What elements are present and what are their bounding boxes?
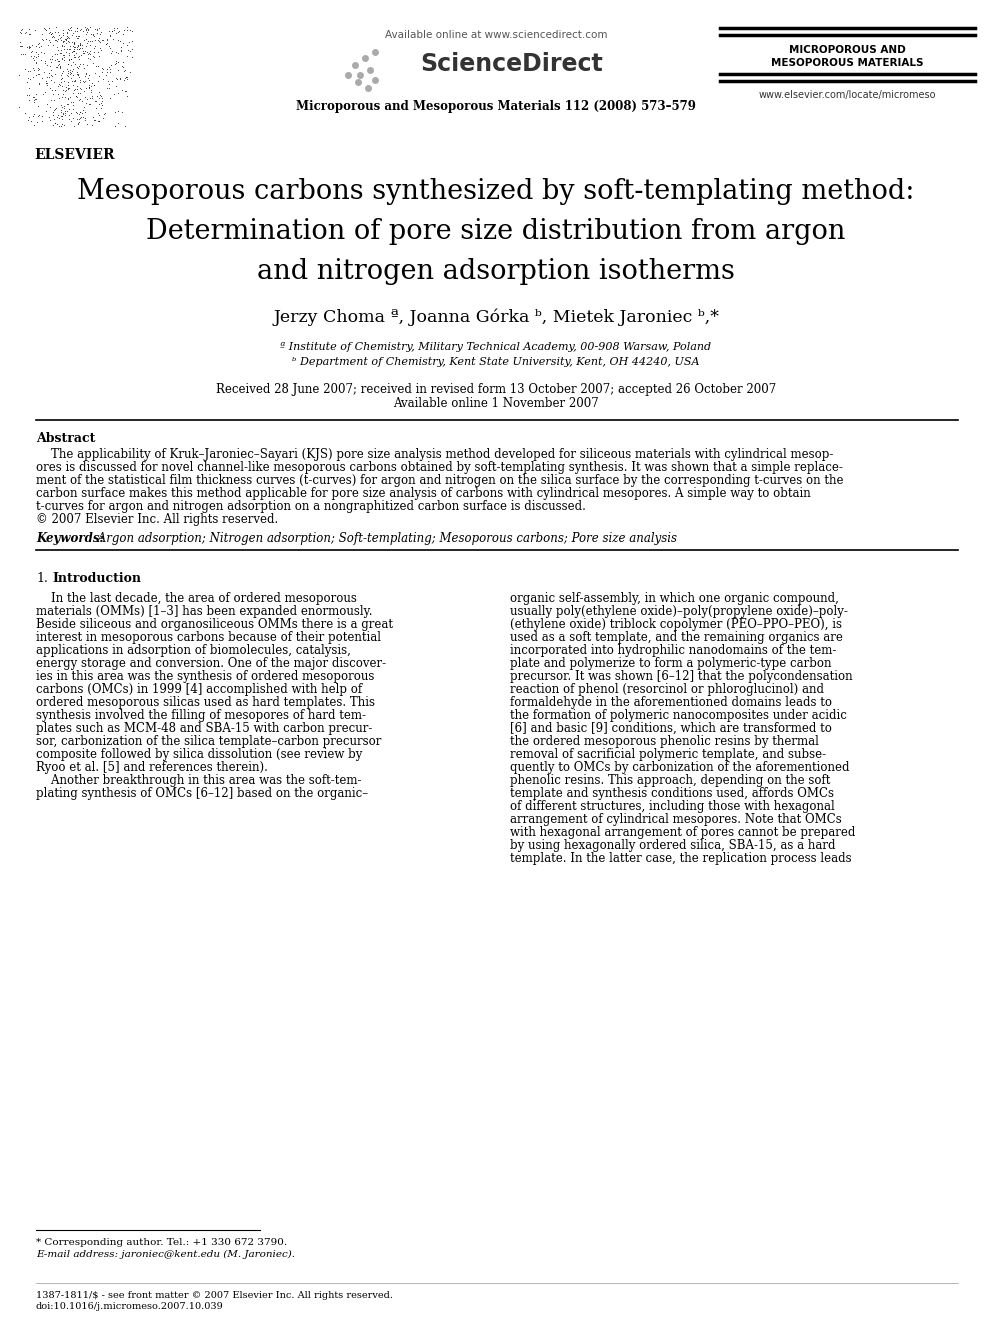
Text: Available online at www.sciencedirect.com: Available online at www.sciencedirect.co… xyxy=(385,30,607,40)
Text: applications in adsorption of biomolecules, catalysis,: applications in adsorption of biomolecul… xyxy=(36,644,351,658)
Text: t-curves for argon and nitrogen adsorption on a nongraphitized carbon surface is: t-curves for argon and nitrogen adsorpti… xyxy=(36,500,586,513)
Text: In the last decade, the area of ordered mesoporous: In the last decade, the area of ordered … xyxy=(36,591,357,605)
Text: E-mail address: jaroniec@kent.edu (M. Jaroniec).: E-mail address: jaroniec@kent.edu (M. Ja… xyxy=(36,1250,295,1259)
Text: MICROPOROUS AND: MICROPOROUS AND xyxy=(789,45,906,56)
Text: 1.: 1. xyxy=(36,572,48,585)
Text: removal of sacrificial polymeric template, and subse-: removal of sacrificial polymeric templat… xyxy=(510,747,826,761)
Text: ordered mesoporous silicas used as hard templates. This: ordered mesoporous silicas used as hard … xyxy=(36,696,375,709)
Text: plates such as MCM-48 and SBA-15 with carbon precur-: plates such as MCM-48 and SBA-15 with ca… xyxy=(36,722,372,736)
Text: Ryoo et al. [5] and references therein).: Ryoo et al. [5] and references therein). xyxy=(36,761,268,774)
Text: Received 28 June 2007; received in revised form 13 October 2007; accepted 26 Oct: Received 28 June 2007; received in revis… xyxy=(216,382,776,396)
Text: Keywords:: Keywords: xyxy=(36,532,108,545)
Text: usually poly(ethylene oxide)–poly(propylene oxide)–poly-: usually poly(ethylene oxide)–poly(propyl… xyxy=(510,605,848,618)
Text: by using hexagonally ordered silica, SBA-15, as a hard: by using hexagonally ordered silica, SBA… xyxy=(510,839,835,852)
Text: Argon adsorption; Nitrogen adsorption; Soft-templating; Mesoporous carbons; Pore: Argon adsorption; Nitrogen adsorption; S… xyxy=(94,532,677,545)
Text: quently to OMCs by carbonization of the aforementioned: quently to OMCs by carbonization of the … xyxy=(510,761,849,774)
Text: Beside siliceous and organosiliceous OMMs there is a great: Beside siliceous and organosiliceous OMM… xyxy=(36,618,393,631)
Text: arrangement of cylindrical mesopores. Note that OMCs: arrangement of cylindrical mesopores. No… xyxy=(510,814,842,826)
Text: composite followed by silica dissolution (see review by: composite followed by silica dissolution… xyxy=(36,747,362,761)
Text: plate and polymerize to form a polymeric-type carbon: plate and polymerize to form a polymeric… xyxy=(510,658,831,669)
Text: MESOPOROUS MATERIALS: MESOPOROUS MATERIALS xyxy=(771,58,924,67)
Text: the formation of polymeric nanocomposites under acidic: the formation of polymeric nanocomposite… xyxy=(510,709,847,722)
Text: energy storage and conversion. One of the major discover-: energy storage and conversion. One of th… xyxy=(36,658,386,669)
Text: Microporous and Mesoporous Materials 112 (2008) 573–579: Microporous and Mesoporous Materials 112… xyxy=(296,101,696,112)
Text: * Corresponding author. Tel.: +1 330 672 3790.: * Corresponding author. Tel.: +1 330 672… xyxy=(36,1238,287,1248)
Text: of different structures, including those with hexagonal: of different structures, including those… xyxy=(510,800,834,814)
Text: with hexagonal arrangement of pores cannot be prepared: with hexagonal arrangement of pores cann… xyxy=(510,826,855,839)
Text: template and synthesis conditions used, affords OMCs: template and synthesis conditions used, … xyxy=(510,787,834,800)
Text: ies in this area was the synthesis of ordered mesoporous: ies in this area was the synthesis of or… xyxy=(36,669,374,683)
Text: (ethylene oxide) triblock copolymer (PEO–PPO–PEO), is: (ethylene oxide) triblock copolymer (PEO… xyxy=(510,618,842,631)
Text: reaction of phenol (resorcinol or phloroglucinol) and: reaction of phenol (resorcinol or phloro… xyxy=(510,683,824,696)
Text: materials (OMMs) [1–3] has been expanded enormously.: materials (OMMs) [1–3] has been expanded… xyxy=(36,605,373,618)
Text: Mesoporous carbons synthesized by soft-templating method:: Mesoporous carbons synthesized by soft-t… xyxy=(77,179,915,205)
Text: ores is discussed for novel channel-like mesoporous carbons obtained by soft-tem: ores is discussed for novel channel-like… xyxy=(36,460,843,474)
Text: Another breakthrough in this area was the soft-tem-: Another breakthrough in this area was th… xyxy=(36,774,361,787)
Text: [6] and basic [9] conditions, which are transformed to: [6] and basic [9] conditions, which are … xyxy=(510,722,832,736)
Text: sor, carbonization of the silica template–carbon precursor: sor, carbonization of the silica templat… xyxy=(36,736,381,747)
Text: ScienceDirect: ScienceDirect xyxy=(420,52,603,75)
Text: The applicability of Kruk–Jaroniec–Sayari (KJS) pore size analysis method develo: The applicability of Kruk–Jaroniec–Sayar… xyxy=(36,448,833,460)
Text: template. In the latter case, the replication process leads: template. In the latter case, the replic… xyxy=(510,852,851,865)
Text: Introduction: Introduction xyxy=(52,572,141,585)
Text: the ordered mesoporous phenolic resins by thermal: the ordered mesoporous phenolic resins b… xyxy=(510,736,818,747)
Text: phenolic resins. This approach, depending on the soft: phenolic resins. This approach, dependin… xyxy=(510,774,830,787)
Text: carbons (OMCs) in 1999 [4] accomplished with help of: carbons (OMCs) in 1999 [4] accomplished … xyxy=(36,683,362,696)
Text: ᵇ Department of Chemistry, Kent State University, Kent, OH 44240, USA: ᵇ Department of Chemistry, Kent State Un… xyxy=(293,357,699,366)
Text: © 2007 Elsevier Inc. All rights reserved.: © 2007 Elsevier Inc. All rights reserved… xyxy=(36,513,278,527)
Text: ment of the statistical film thickness curves (t-curves) for argon and nitrogen : ment of the statistical film thickness c… xyxy=(36,474,843,487)
Text: Jerzy Choma ª, Joanna Górka ᵇ, Mietek Jaroniec ᵇ,*: Jerzy Choma ª, Joanna Górka ᵇ, Mietek Ja… xyxy=(273,308,719,325)
Text: carbon surface makes this method applicable for pore size analysis of carbons wi: carbon surface makes this method applica… xyxy=(36,487,810,500)
Text: plating synthesis of OMCs [6–12] based on the organic–: plating synthesis of OMCs [6–12] based o… xyxy=(36,787,368,800)
Text: precursor. It was shown [6–12] that the polycondensation: precursor. It was shown [6–12] that the … xyxy=(510,669,853,683)
Text: 1387-1811/$ - see front matter © 2007 Elsevier Inc. All rights reserved.: 1387-1811/$ - see front matter © 2007 El… xyxy=(36,1291,393,1301)
Text: www.elsevier.com/locate/micromeso: www.elsevier.com/locate/micromeso xyxy=(758,90,935,101)
Text: doi:10.1016/j.micromeso.2007.10.039: doi:10.1016/j.micromeso.2007.10.039 xyxy=(36,1302,224,1311)
Text: organic self-assembly, in which one organic compound,: organic self-assembly, in which one orga… xyxy=(510,591,839,605)
Text: interest in mesoporous carbons because of their potential: interest in mesoporous carbons because o… xyxy=(36,631,381,644)
Text: Abstract: Abstract xyxy=(36,433,95,445)
Text: formaldehyde in the aforementioned domains leads to: formaldehyde in the aforementioned domai… xyxy=(510,696,832,709)
Text: Available online 1 November 2007: Available online 1 November 2007 xyxy=(393,397,599,410)
Text: and nitrogen adsorption isotherms: and nitrogen adsorption isotherms xyxy=(257,258,735,284)
Text: Determination of pore size distribution from argon: Determination of pore size distribution … xyxy=(146,218,846,245)
Text: used as a soft template, and the remaining organics are: used as a soft template, and the remaini… xyxy=(510,631,843,644)
Text: synthesis involved the filling of mesopores of hard tem-: synthesis involved the filling of mesopo… xyxy=(36,709,366,722)
Text: incorporated into hydrophilic nanodomains of the tem-: incorporated into hydrophilic nanodomain… xyxy=(510,644,836,658)
Text: ª Institute of Chemistry, Military Technical Academy, 00-908 Warsaw, Poland: ª Institute of Chemistry, Military Techn… xyxy=(281,343,711,352)
Text: ELSEVIER: ELSEVIER xyxy=(35,148,115,161)
